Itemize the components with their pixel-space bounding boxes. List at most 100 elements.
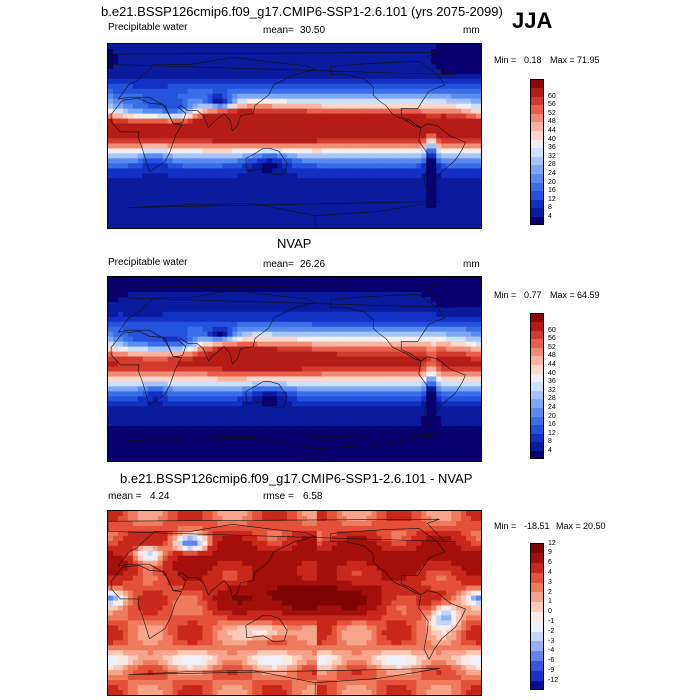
map-cell (147, 311, 154, 318)
map-cell (446, 108, 452, 115)
map-cell (112, 153, 119, 159)
map-cell (132, 361, 139, 368)
map-cell (282, 133, 288, 140)
map-cell (197, 143, 204, 150)
map-cell (202, 148, 209, 154)
map-cell (132, 396, 139, 402)
map-cell (122, 123, 129, 130)
map-cell (237, 48, 243, 55)
map-cell (386, 188, 393, 194)
map-cell (217, 286, 223, 293)
map-cell (446, 346, 452, 353)
map-cell (192, 381, 199, 387)
map-cell (451, 396, 457, 402)
map-cell (177, 148, 184, 154)
map-cell (247, 53, 253, 60)
map-cell (207, 168, 214, 174)
map-cell (137, 48, 144, 55)
map-cell (471, 88, 477, 95)
map-cell (341, 371, 348, 378)
map-cell (391, 168, 398, 174)
map-cell (127, 103, 134, 110)
map-cell (187, 331, 194, 338)
map-cell (282, 113, 288, 120)
map-cell (376, 168, 383, 174)
map-cell (311, 173, 318, 179)
map-cell (117, 401, 124, 407)
map-cell (192, 193, 199, 199)
map-cell (207, 198, 214, 204)
map-cell (287, 44, 293, 50)
map-cell (411, 203, 417, 209)
map-cell (147, 93, 154, 100)
map-cell (132, 138, 139, 145)
map-cell (247, 178, 253, 184)
map-cell (242, 396, 248, 402)
map-cell (192, 291, 199, 298)
map-cell (192, 133, 199, 140)
map-cell (311, 321, 318, 328)
map-cell (177, 326, 184, 333)
map-cell (351, 321, 358, 328)
map-cell (262, 163, 268, 169)
map-cell (336, 213, 343, 219)
map-cell (287, 203, 293, 209)
map-cell (117, 371, 124, 378)
colorbar-tick-label: 44 (548, 127, 556, 135)
map-cell (306, 53, 313, 60)
map-cell (192, 48, 199, 55)
map-cell (237, 277, 243, 283)
map-cell (351, 213, 358, 219)
map-cell (426, 291, 432, 298)
map-cell (346, 291, 353, 298)
map-cell (451, 376, 457, 383)
map-cell (207, 406, 214, 412)
map-cell (267, 286, 273, 293)
map-cell (227, 296, 233, 303)
map-cell (182, 133, 189, 140)
map-cell (187, 381, 194, 387)
map-cell (227, 411, 233, 417)
map-cell (242, 311, 248, 318)
map-cell (456, 88, 462, 95)
map-cell (336, 93, 343, 100)
map-cell (112, 376, 119, 383)
map-cell (122, 371, 129, 378)
map-cell (242, 291, 248, 298)
map-cell (257, 208, 263, 214)
map-cell (282, 208, 288, 214)
map-cell (147, 118, 154, 125)
map-cell (237, 188, 243, 194)
map-cell (471, 53, 477, 60)
map-cell (157, 73, 164, 80)
map-cell (451, 68, 457, 75)
map-cell (277, 291, 283, 298)
map-cell (112, 178, 119, 184)
map-cell (436, 281, 442, 288)
map-cell (431, 361, 437, 368)
map-cell (381, 188, 388, 194)
map-cell (301, 128, 308, 135)
map-cell (361, 44, 368, 50)
map-cell (252, 193, 258, 199)
map-cell (282, 118, 288, 125)
map-cell (391, 133, 398, 140)
map-cell (162, 88, 169, 95)
map-cell (267, 78, 273, 85)
map-cell (306, 123, 313, 130)
map-cell (341, 158, 348, 164)
map-cell (466, 193, 472, 199)
map-cell (326, 361, 333, 368)
map-cell (461, 346, 467, 353)
map-cell (292, 311, 298, 318)
map-cell (177, 396, 184, 402)
map-cell (356, 148, 363, 154)
map-cell (331, 63, 338, 70)
map-cell (287, 391, 293, 397)
map-cell (262, 98, 268, 105)
map-cell (376, 306, 383, 313)
map-cell (306, 291, 313, 298)
map-cell (376, 208, 383, 214)
map-cell (282, 331, 288, 338)
map-cell (217, 98, 223, 105)
